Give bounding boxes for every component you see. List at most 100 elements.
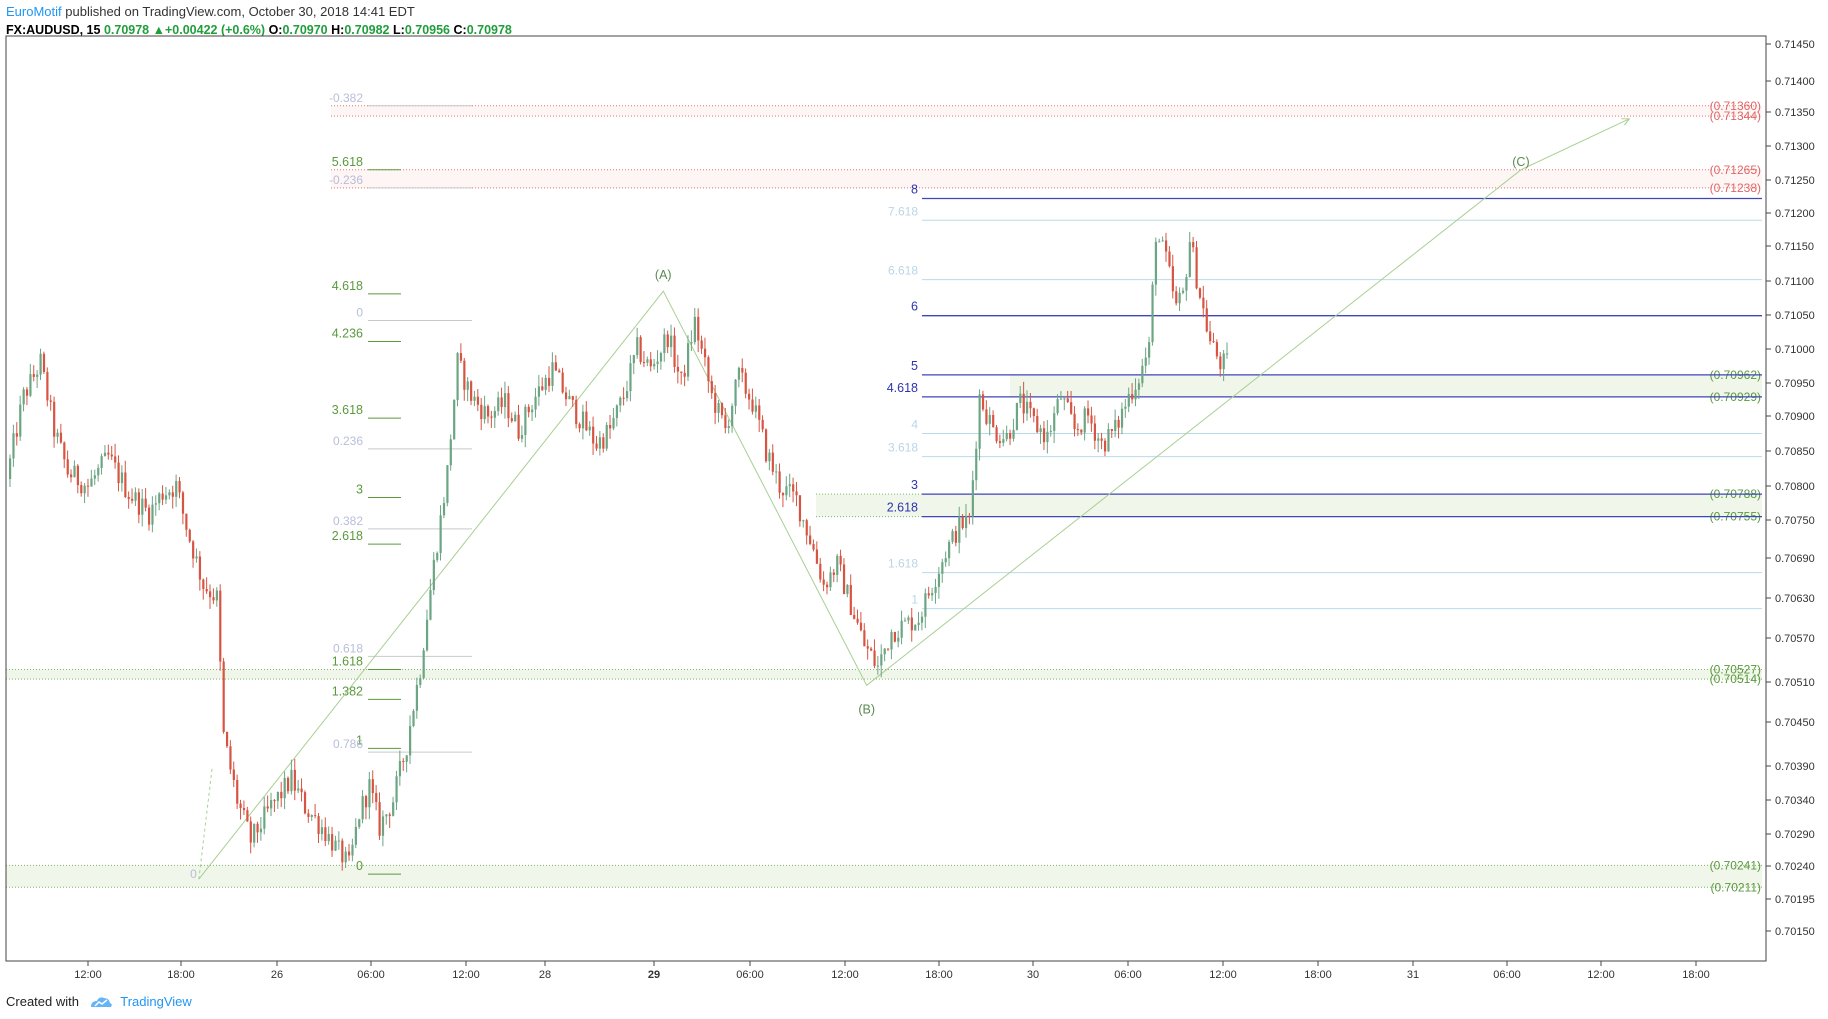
candle-5: [25, 386, 29, 406]
candle-59: [209, 584, 212, 609]
fib-left-label-4: 3: [356, 483, 363, 497]
y-tick-label-22: 0.70290: [1775, 829, 1815, 841]
candle-body: [680, 371, 683, 373]
zone-lower-label-4: (0.70514): [1710, 672, 1761, 686]
candle-34: [124, 460, 127, 499]
candle-277: [948, 539, 951, 567]
candle-119: [412, 709, 415, 728]
wave-start-dash: [198, 765, 213, 880]
candle-body: [856, 618, 859, 623]
candle-234: [802, 519, 805, 528]
candle-35: [127, 491, 130, 509]
candle-body: [12, 433, 15, 459]
candle-body: [500, 397, 503, 408]
candle-body: [707, 357, 710, 382]
candle-213: [731, 403, 734, 433]
candle-68: [239, 799, 242, 820]
candle-body: [192, 541, 195, 559]
candle-body: [195, 556, 198, 559]
candle-body: [880, 654, 883, 666]
candle-291: [995, 424, 998, 444]
candle-268: [917, 611, 920, 631]
created-with-label: Created with: [6, 994, 79, 1009]
candle-body: [331, 834, 334, 851]
candle-body: [575, 399, 578, 425]
candle-body: [771, 452, 774, 472]
candle-body: [124, 472, 127, 497]
candle-218: [748, 388, 751, 410]
candle-296: [1012, 418, 1015, 442]
candle-body: [605, 425, 608, 449]
candle-100: [348, 843, 351, 861]
candle-body: [517, 414, 520, 439]
candle-310: [1059, 391, 1063, 400]
candle-37: [134, 487, 137, 506]
candle-118: [409, 715, 412, 764]
candle-body: [568, 396, 571, 400]
low-label: L:: [393, 23, 405, 37]
candle-body: [571, 396, 574, 400]
candle-body: [1103, 440, 1107, 452]
candle-body: [361, 796, 364, 820]
fib-left-label-6: 1.618: [332, 655, 363, 669]
candle-201: [690, 330, 693, 352]
x-tick-label-12: 12:00: [1209, 969, 1237, 981]
candle-110: [381, 810, 385, 847]
candle-body: [324, 827, 327, 842]
candle-body: [202, 579, 205, 590]
candle-body: [548, 377, 551, 386]
candle-body: [39, 353, 42, 375]
symbol-label[interactable]: FX:AUDUSD, 15: [6, 23, 101, 37]
y-tick-label-10: 0.70950: [1775, 378, 1815, 390]
candle-76: [266, 795, 269, 813]
candle-body: [676, 366, 680, 372]
candle-177: [609, 414, 612, 439]
candle-67: [236, 774, 239, 809]
candle-body: [910, 617, 913, 631]
candle-90: [314, 804, 317, 819]
zone-fill-0: [331, 105, 1762, 117]
candle-body: [754, 405, 757, 412]
candle-339: [1158, 238, 1161, 243]
candle-66: [232, 761, 235, 788]
y-tick-label-1: 0.71400: [1775, 76, 1815, 88]
candle-211: [724, 408, 727, 434]
fib-light-label-3: 3.618: [888, 441, 918, 455]
candle-57: [202, 578, 205, 600]
candle-body: [670, 335, 673, 348]
author-link[interactable]: EuroMotif: [6, 4, 62, 19]
candle-body: [270, 800, 273, 809]
candle-292: [998, 434, 1002, 449]
candle-325: [1110, 428, 1113, 438]
candle-261: [893, 631, 896, 643]
candle-122: [422, 647, 425, 680]
tradingview-link[interactable]: TradingView: [120, 994, 192, 1009]
candle-220: [754, 396, 757, 419]
candle-body: [792, 484, 795, 492]
candle-body: [1019, 393, 1022, 403]
candle-body: [232, 769, 235, 780]
candle-body: [1066, 398, 1069, 403]
candle-214: [734, 379, 737, 415]
candle-344: [1175, 286, 1178, 306]
candle-240: [822, 571, 825, 592]
candle-body: [381, 816, 385, 836]
candle-body: [1198, 288, 1202, 298]
candle-body: [344, 851, 347, 863]
candle-283: [968, 512, 971, 525]
candle-54: [192, 540, 195, 568]
candle-body: [798, 495, 802, 522]
wave-arrowhead: [1621, 118, 1631, 126]
candle-75: [263, 796, 266, 835]
candle-217: [744, 368, 747, 399]
x-tick-label-3: 06:00: [357, 969, 385, 981]
candle-16: [63, 441, 66, 469]
candle-body: [944, 558, 947, 563]
candle-body: [419, 678, 422, 685]
candle-278: [951, 528, 954, 544]
candle-body: [731, 405, 734, 427]
candle-321: [1097, 433, 1100, 453]
candle-body: [395, 776, 398, 803]
candle-345: [1178, 287, 1181, 311]
